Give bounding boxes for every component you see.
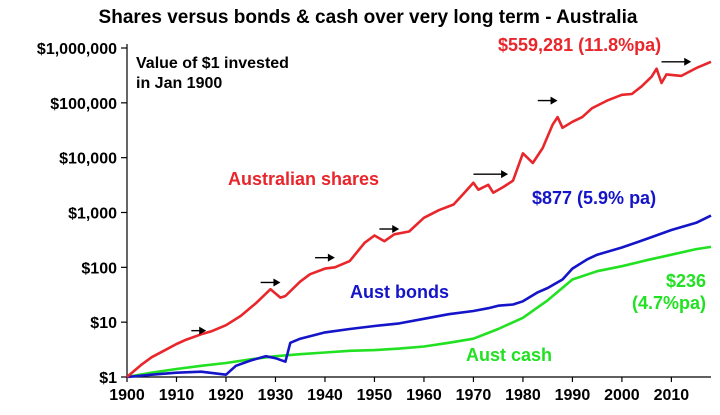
y-tick-label: $1,000,000	[37, 41, 117, 58]
x-tick-label: 1950	[357, 387, 393, 404]
end-label-aust-cash-line-1: $236	[666, 271, 706, 291]
end-label-australian-shares: $559,281 (11.8%pa)	[498, 35, 661, 55]
x-tick-label: 2010	[654, 387, 690, 404]
arrow-annotation	[661, 57, 692, 66]
arrow-annotation	[537, 96, 558, 105]
y-tick-label: $10,000	[59, 151, 117, 168]
note-line-2: in Jan 1900	[136, 75, 222, 92]
x-tick-label: 2000	[604, 387, 640, 404]
x-tick-label: 1910	[159, 387, 195, 404]
x-tick-labels: 1900 1910 1920 1930 1940 1950 1960 1970 1980 1990…	[109, 387, 689, 404]
y-tick-label: $1	[99, 370, 117, 387]
series-label-aust-cash: Aust cash	[466, 345, 552, 365]
x-tick-label: 1980	[505, 387, 541, 404]
x-tick-label: 1990	[555, 387, 591, 404]
y-tick-labels: $1 $10 $100 $1,000 $10,000 $100,000 $1,000,000	[37, 41, 117, 387]
axes	[121, 44, 711, 382]
end-label-aust-bonds: $877 (5.9% pa)	[532, 188, 656, 208]
x-tick-label: 1960	[406, 387, 442, 404]
y-tick-label: $10	[90, 315, 117, 332]
y-tick-label: $100,000	[50, 96, 117, 113]
chart-title: Shares versus bonds & cash over very lon…	[99, 7, 638, 28]
arrow-annotation	[473, 170, 509, 179]
x-tick-label: 1920	[208, 387, 244, 404]
series-line-aust-bonds	[126, 214, 712, 379]
series-lines	[126, 60, 712, 379]
x-tick-label: 1930	[258, 387, 294, 404]
arrow-annotation	[315, 253, 335, 262]
arrow-annotation	[260, 278, 281, 287]
series-label-aust-bonds: Aust bonds	[350, 282, 449, 302]
series-line-aust-cash	[126, 245, 712, 379]
arrow-annotation	[191, 326, 207, 335]
series-line-australian-shares	[126, 60, 712, 378]
y-tick-label: $100	[81, 260, 117, 277]
x-tick-label: 1900	[109, 387, 145, 404]
arrow-annotation	[379, 225, 400, 234]
end-label-aust-cash-line-2: (4.7%pa)	[632, 293, 706, 313]
y-tick-label: $1,000	[68, 206, 117, 223]
arrow-annotations	[191, 57, 692, 335]
series-label-australian-shares: Australian shares	[228, 169, 379, 189]
x-tick-label: 1940	[307, 387, 343, 404]
note-line-1: Value of $1 invested	[136, 55, 289, 72]
x-tick-label: 1970	[456, 387, 492, 404]
